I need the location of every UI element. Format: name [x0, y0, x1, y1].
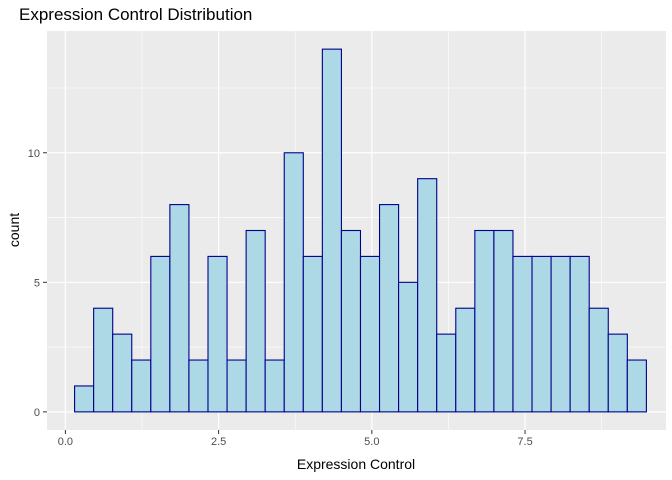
- histogram-bar: [569, 255, 590, 413]
- histogram-bar: [131, 359, 152, 413]
- histogram-bar: [150, 255, 171, 413]
- histogram-bar: [112, 333, 133, 413]
- y-axis-title: count: [6, 213, 22, 247]
- histogram-bar: [169, 204, 190, 413]
- x-tick-label: 5.0: [364, 436, 379, 448]
- histogram-bar: [226, 359, 247, 413]
- histogram-bar: [398, 281, 419, 413]
- histogram-bar: [74, 385, 95, 413]
- y-tick-label: 0: [34, 407, 40, 419]
- histogram-bar: [264, 359, 285, 413]
- histogram-bar: [626, 359, 647, 413]
- histogram-bar: [207, 255, 228, 413]
- histogram-bar: [531, 255, 552, 413]
- histogram-bar: [417, 178, 438, 413]
- histogram-bar: [188, 359, 209, 413]
- histogram-bar: [302, 255, 323, 413]
- histogram-bar: [493, 229, 514, 413]
- x-tick-label: 7.5: [517, 436, 532, 448]
- chart-title: Expression Control Distribution: [19, 5, 252, 24]
- histogram-bar: [588, 307, 609, 413]
- histogram-bar: [340, 229, 362, 413]
- histogram-bar: [455, 307, 476, 413]
- histogram-bar: [321, 48, 342, 413]
- histogram-bar: [283, 152, 304, 413]
- x-tick-label: 0.0: [58, 436, 73, 448]
- histogram-bar: [378, 204, 400, 413]
- histogram-bar: [607, 333, 628, 413]
- y-tick-label: 10: [28, 148, 40, 160]
- histogram-bar: [550, 255, 571, 413]
- histogram-bar: [245, 229, 266, 413]
- y-tick-label: 5: [34, 277, 40, 289]
- bars: [74, 48, 647, 413]
- histogram-bar: [93, 307, 114, 413]
- axes: 0.0 2.5 5.0 7.5 0 5 10: [28, 148, 533, 448]
- histogram-bar: [436, 333, 457, 413]
- histogram-bar: [474, 229, 495, 413]
- histogram-bar: [512, 255, 533, 413]
- x-axis-title: Expression Control: [297, 456, 415, 472]
- x-tick-label: 2.5: [211, 436, 226, 448]
- histogram-bar: [359, 255, 381, 413]
